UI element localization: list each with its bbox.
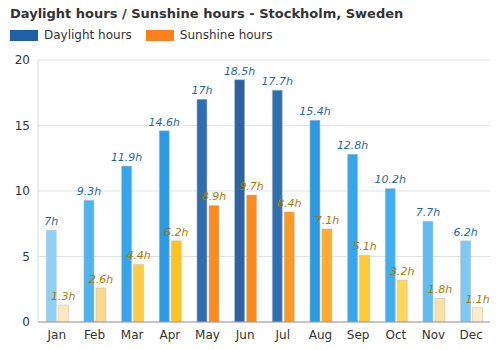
- svg-text:Mar: Mar: [121, 328, 144, 342]
- svg-text:11.9h: 11.9h: [111, 151, 142, 164]
- html-text:Daylight hours / Sunshine hour: Daylight hours / Sunshine hours - Stockh…: [10, 6, 404, 21]
- svg-text:Jul: Jul: [275, 328, 290, 342]
- svg-text:Feb: Feb: [84, 328, 105, 342]
- svg-text:6.2h: 6.2h: [164, 226, 188, 239]
- svg-text:2.6h: 2.6h: [89, 273, 113, 286]
- svg-text:5.1h: 5.1h: [352, 240, 376, 253]
- svg-text:9.3h: 9.3h: [77, 185, 101, 198]
- html-text:Daylight hours: Daylight hours: [44, 28, 132, 42]
- svg-text:May: May: [195, 328, 220, 342]
- svg-text:Sep: Sep: [347, 328, 370, 342]
- svg-text:1.3h: 1.3h: [51, 290, 75, 303]
- svg-text:0: 0: [22, 315, 30, 329]
- svg-text:8.4h: 8.4h: [277, 197, 301, 210]
- svg-text:7.7h: 7.7h: [416, 206, 440, 219]
- svg-text:14.6h: 14.6h: [149, 116, 180, 129]
- svg-text:Apr: Apr: [159, 328, 180, 342]
- svg-text:18.5h: 18.5h: [224, 65, 255, 78]
- svg-text:Jun: Jun: [235, 328, 255, 342]
- svg-text:9.7h: 9.7h: [239, 180, 263, 193]
- svg-text:10.2h: 10.2h: [375, 173, 406, 186]
- svg-text:17.7h: 17.7h: [262, 75, 293, 88]
- svg-text:1.8h: 1.8h: [428, 283, 452, 296]
- svg-text:6.2h: 6.2h: [453, 226, 477, 239]
- svg-text:15.4h: 15.4h: [299, 105, 330, 118]
- svg-text:1.1h: 1.1h: [465, 293, 489, 306]
- svg-text:3.2h: 3.2h: [390, 265, 414, 278]
- svg-text:Jan: Jan: [47, 328, 67, 342]
- svg-text:Oct: Oct: [385, 328, 406, 342]
- svg-text:20: 20: [15, 53, 30, 67]
- svg-text:8.9h: 8.9h: [202, 190, 226, 203]
- svg-text:4.4h: 4.4h: [126, 249, 150, 262]
- svg-text:Dec: Dec: [460, 328, 483, 342]
- svg-text:12.8h: 12.8h: [337, 139, 368, 152]
- svg-text:5: 5: [22, 250, 30, 264]
- svg-text:7h: 7h: [44, 215, 58, 228]
- svg-text:15: 15: [15, 119, 30, 133]
- svg-text:10: 10: [15, 184, 30, 198]
- svg-text:Aug: Aug: [309, 328, 332, 342]
- svg-text:7.1h: 7.1h: [315, 214, 339, 227]
- svg-text:Nov: Nov: [422, 328, 445, 342]
- html-text:Sunshine hours: Sunshine hours: [179, 28, 273, 42]
- svg-text:17h: 17h: [191, 84, 212, 97]
